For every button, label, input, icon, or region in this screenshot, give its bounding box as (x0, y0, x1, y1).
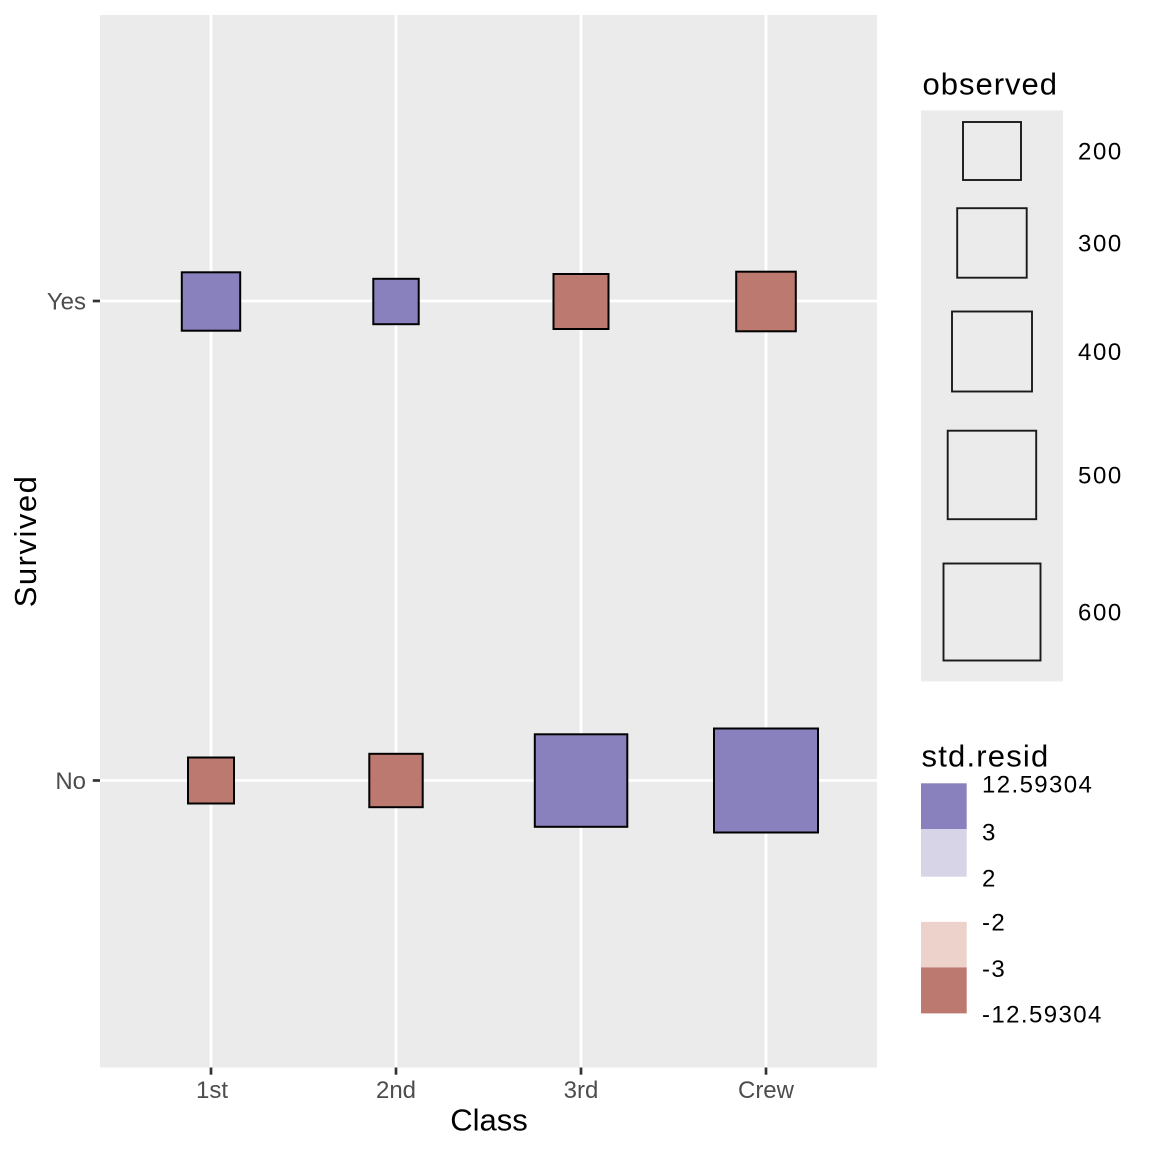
svg-text:-2: -2 (982, 909, 1006, 936)
svg-text:Yes: Yes (47, 289, 86, 316)
svg-text:2nd: 2nd (376, 1077, 416, 1104)
svg-text:-3: -3 (982, 956, 1006, 983)
svg-text:Crew: Crew (738, 1077, 795, 1104)
svg-text:No: No (55, 768, 86, 795)
svg-text:12.59304: 12.59304 (982, 771, 1093, 798)
svg-text:200: 200 (1078, 139, 1123, 166)
svg-text:3rd: 3rd (564, 1077, 599, 1104)
svg-text:500: 500 (1078, 463, 1123, 490)
svg-text:observed: observed (923, 66, 1059, 101)
svg-text:300: 300 (1078, 231, 1123, 258)
svg-text:Survived: Survived (8, 475, 43, 608)
svg-text:-12.59304: -12.59304 (982, 1001, 1103, 1028)
svg-text:Class: Class (450, 1103, 528, 1138)
svg-text:1st: 1st (196, 1077, 228, 1104)
svg-text:400: 400 (1078, 339, 1123, 366)
svg-text:600: 600 (1078, 600, 1123, 627)
svg-text:std.resid: std.resid (922, 738, 1050, 773)
svg-text:2: 2 (982, 866, 997, 893)
svg-text:3: 3 (982, 820, 997, 847)
